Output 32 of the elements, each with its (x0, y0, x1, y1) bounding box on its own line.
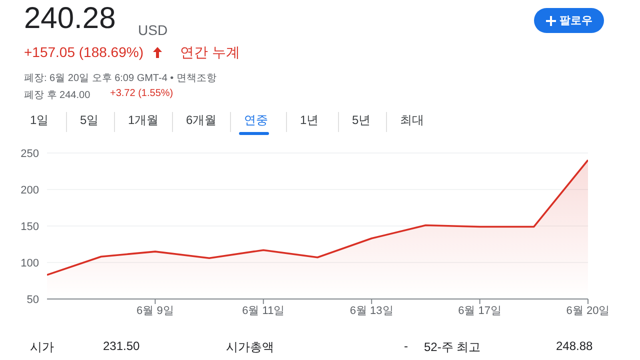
text: 시가 (30, 340, 54, 354)
y-tick-label: 50 (26, 294, 39, 306)
text: 248.88 (556, 339, 593, 353)
text: - (404, 339, 408, 353)
y-tick-label: 150 (20, 220, 39, 233)
text: 5일 (80, 113, 99, 127)
text: +157.05 (188.69%) (24, 44, 144, 60)
text: 시가총액 (226, 340, 274, 354)
x-tick-label: 6월 20일 (566, 304, 610, 317)
x-tick-label: 6월 17일 (458, 304, 502, 317)
text: 연중 (244, 113, 268, 127)
text: 1년 (300, 113, 319, 127)
y-tick-label: 100 (20, 257, 39, 270)
text: 연간 누계 (180, 44, 240, 60)
y-tick-label: 200 (20, 184, 39, 196)
text: 1일 (30, 113, 49, 127)
text: USD (138, 22, 168, 38)
text: +3.72 (1.55%) (110, 88, 174, 99)
text: 폐장: 6월 20일 오후 6:09 GMT-4 • 면책조항 (24, 73, 216, 84)
text: 5년 (352, 113, 371, 127)
text: 231.50 (103, 339, 140, 353)
x-tick-label: 6월 11일 (242, 304, 285, 317)
text: 52-주 최고 (424, 340, 481, 354)
y-tick-label: 250 (20, 148, 39, 160)
chart-title: 240.28 (24, 2, 116, 35)
x-tick-label: 6월 9일 (136, 304, 174, 317)
text: 최대 (400, 113, 424, 127)
text: 팔로우 (560, 14, 592, 28)
text: 6개월 (186, 113, 217, 127)
text: 1개월 (128, 113, 159, 127)
x-tick-label: 6월 13일 (350, 304, 394, 317)
text: 폐장 후 244.00 (24, 90, 90, 101)
